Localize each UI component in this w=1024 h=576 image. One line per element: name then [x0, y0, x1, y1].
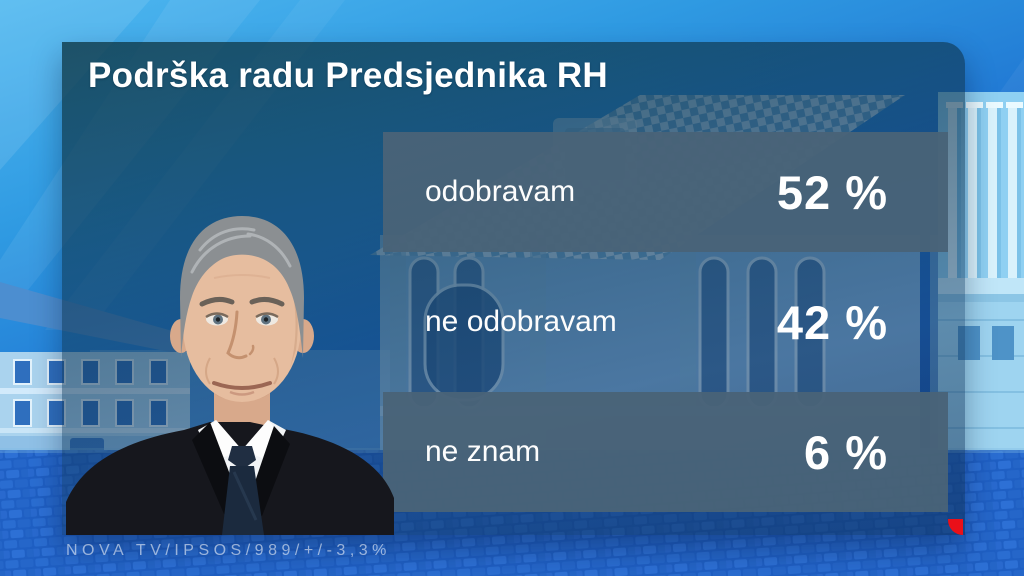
- poll-row-ne-znam: ne znam 6 %: [383, 392, 948, 512]
- row-value: 6 %: [804, 425, 888, 479]
- row-label: ne odobravam: [425, 305, 617, 338]
- poll-row-ne-odobravam: ne odobravam 42 %: [383, 262, 948, 382]
- row-value: 52 %: [776, 165, 888, 219]
- source-note: NOVA TV/IPSOS/989/+/-3,3%: [66, 542, 391, 559]
- page-title: Podrška radu Predsjednika RH: [88, 56, 608, 95]
- row-label: ne znam: [425, 435, 541, 468]
- poll-row-odobravam: odobravam 52 %: [383, 132, 948, 252]
- row-value: 42 %: [776, 295, 888, 349]
- row-label: odobravam: [425, 175, 576, 208]
- brand-corner-accent: [948, 519, 963, 535]
- president-portrait-photo: [66, 216, 394, 535]
- poll-rows: odobravam 52 % ne odobravam 42 % ne znam…: [383, 132, 948, 512]
